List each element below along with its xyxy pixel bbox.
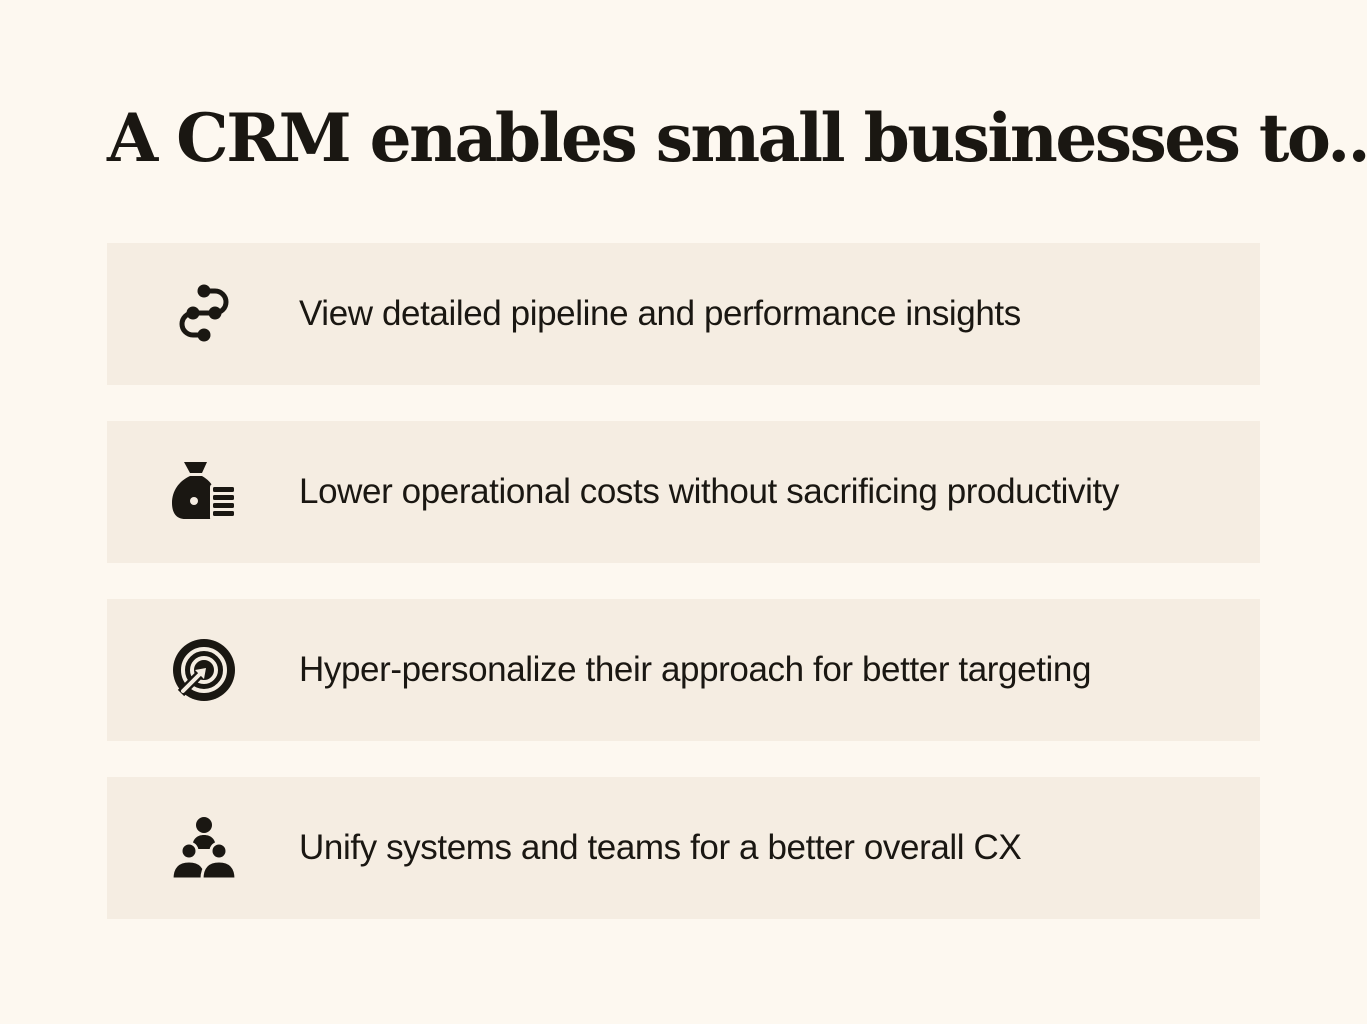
benefit-label: Lower operational costs without sacrific… [299,472,1119,511]
benefit-card-targeting: Hyper-personalize their approach for bet… [107,599,1260,741]
benefit-label: Hyper-personalize their approach for bet… [299,650,1092,689]
page-title: A CRM enables small businesses to... [107,99,1367,177]
benefit-card-unify: Unify systems and teams for a better ove… [107,777,1260,919]
target-icon [171,637,237,703]
benefit-card-pipeline: View detailed pipeline and performance i… [107,243,1260,385]
benefit-label: View detailed pipeline and performance i… [299,294,1021,333]
benefit-card-costs: Lower operational costs without sacrific… [107,421,1260,563]
benefit-label: Unify systems and teams for a better ove… [299,828,1022,867]
pipeline-icon [171,281,237,347]
team-icon [171,815,237,881]
money-bag-icon [171,459,237,525]
